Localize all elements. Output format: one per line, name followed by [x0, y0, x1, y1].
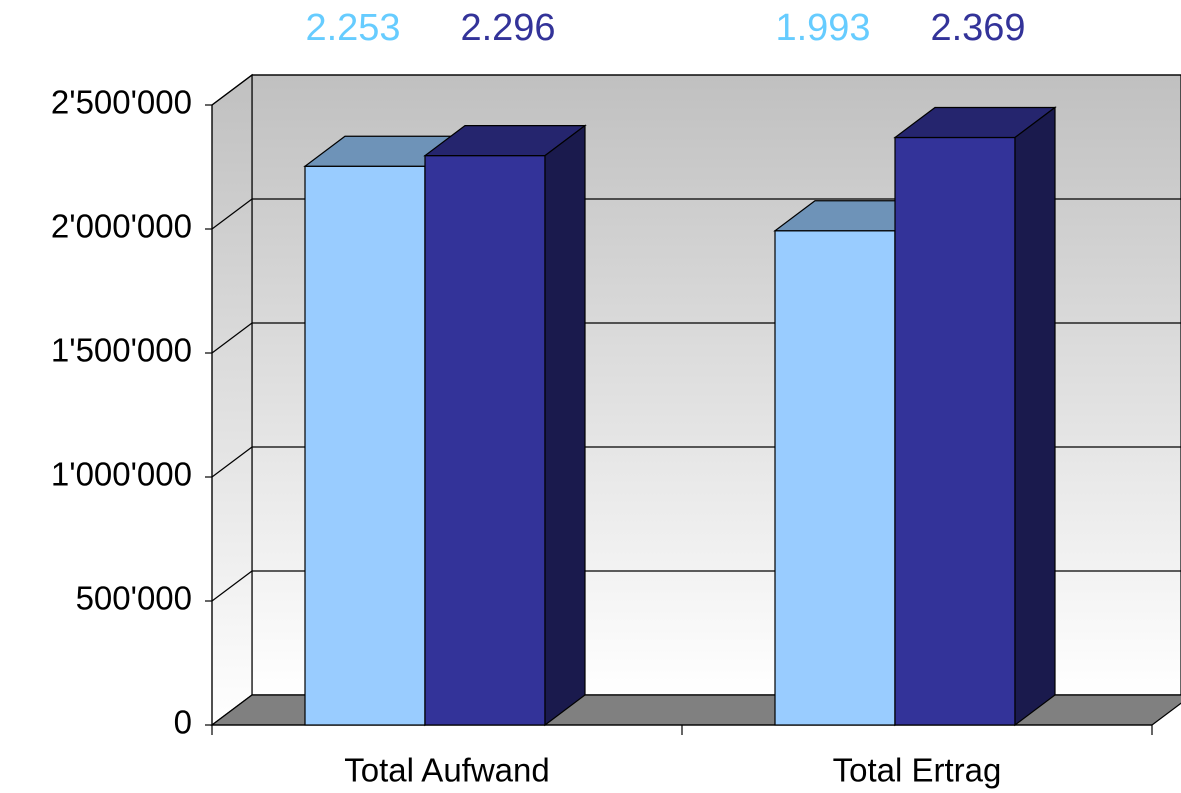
y-tick-label: 2'500'000: [51, 84, 192, 121]
value-label: 2.369: [930, 7, 1025, 49]
grid-line-side: [211, 570, 253, 602]
bar-side: [1014, 106, 1056, 727]
value-label: 2.253: [305, 7, 400, 49]
side-wall: [211, 73, 253, 727]
bar: [774, 230, 896, 726]
bar-side: [544, 124, 586, 727]
grid-line-side: [211, 446, 253, 478]
value-label: 1.993: [775, 7, 870, 49]
grid-line-side: [211, 74, 253, 106]
grid-line-side: [211, 198, 253, 230]
grid-line-side: [211, 322, 253, 354]
y-tick-label: 2'000'000: [51, 208, 192, 245]
y-tick-label: 500'000: [76, 580, 192, 617]
x-tick-label: Total Ertrag: [833, 752, 1002, 789]
y-tick-label: 1'500'000: [51, 332, 192, 369]
bar: [304, 165, 426, 726]
y-tick-label: 1'000'000: [51, 456, 192, 493]
value-label: 2.296: [460, 7, 555, 49]
y-tick-label: 0: [174, 704, 192, 741]
bar: [424, 154, 546, 726]
bar: [894, 136, 1016, 726]
x-tick-label: Total Aufwand: [344, 752, 549, 789]
